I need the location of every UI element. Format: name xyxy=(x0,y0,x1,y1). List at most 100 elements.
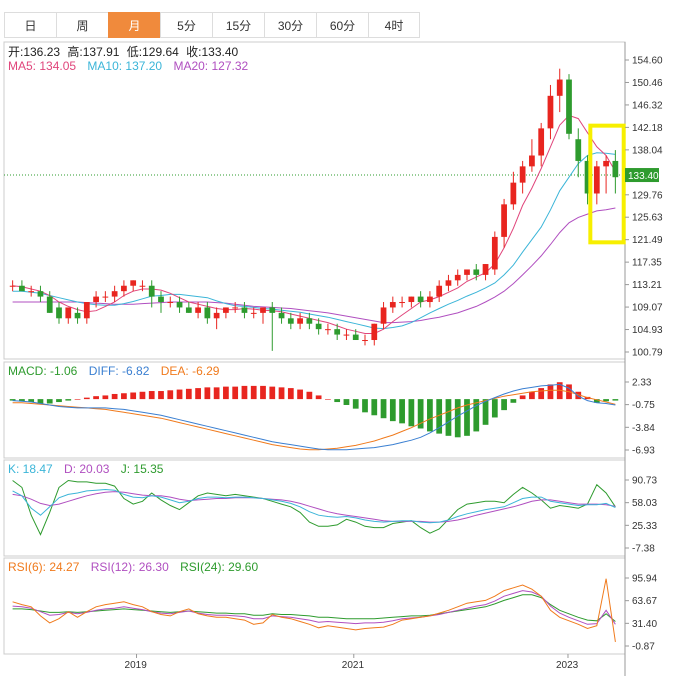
macd-panel xyxy=(9,382,619,451)
macd-bar xyxy=(37,399,44,404)
candle-body xyxy=(556,79,563,96)
macd-bar xyxy=(593,399,600,403)
macd-bar xyxy=(427,399,433,432)
price-y-tick-label: 154.60 xyxy=(632,56,663,67)
candle-body xyxy=(56,307,62,319)
candle-body xyxy=(473,269,480,275)
candle-body xyxy=(584,160,591,194)
macd-bar xyxy=(436,399,443,434)
legend-diff: DIFF: -6.82 xyxy=(89,364,150,378)
macd-bar xyxy=(408,399,415,427)
period-tabs: 日 周 月 5分 15分 30分 60分 4时 xyxy=(4,12,420,38)
candle-body xyxy=(612,160,619,178)
candle-body xyxy=(603,160,609,167)
macd-bar xyxy=(130,392,137,400)
candle-body xyxy=(213,312,220,319)
macd-bar xyxy=(501,399,507,411)
current-price-tag-text: 133.40 xyxy=(628,171,659,182)
candle-body xyxy=(436,285,443,297)
candle-body xyxy=(297,318,303,324)
candle-body xyxy=(46,296,53,313)
kdj-panel xyxy=(12,479,616,536)
kdj-y-tick-label: 25.33 xyxy=(632,521,657,532)
rsi24-line xyxy=(12,594,616,622)
candle-body xyxy=(454,274,461,281)
tab-month[interactable]: 月 xyxy=(108,12,160,38)
k-line xyxy=(12,488,616,524)
price-y-tick-label: 113.21 xyxy=(632,280,662,291)
macd-bar xyxy=(223,386,229,400)
price-y-tick-label: 125.63 xyxy=(632,213,663,224)
rsi-panel xyxy=(12,578,616,642)
candle-body xyxy=(28,291,35,293)
candle-body xyxy=(566,79,572,134)
highlight-box xyxy=(588,123,626,245)
candle-body xyxy=(223,307,229,313)
candle-body xyxy=(287,318,294,324)
macd-bar xyxy=(389,399,396,422)
macd-bar xyxy=(491,399,498,418)
legend-ma10: MA10: 137.20 xyxy=(87,59,162,73)
rsi12-line xyxy=(12,590,616,625)
macd-bar xyxy=(473,399,480,432)
candle-body xyxy=(260,307,266,313)
candle-body xyxy=(130,280,137,286)
tab-30min[interactable]: 30分 xyxy=(264,12,316,38)
tab-day[interactable]: 日 xyxy=(4,12,56,38)
macd-y-tick-label: -0.75 xyxy=(632,400,655,411)
current-price-tag-bg xyxy=(625,168,659,183)
macd-bar xyxy=(28,399,35,403)
legend-close: 收:133.40 xyxy=(186,45,238,59)
candle-body xyxy=(352,334,359,341)
candle-body xyxy=(408,296,415,303)
macd-bar xyxy=(93,396,99,400)
macd-bar xyxy=(74,399,81,400)
candle-body xyxy=(380,307,387,324)
candle-body xyxy=(593,166,600,194)
candle-body xyxy=(334,329,341,335)
kdj-y-tick-label: 90.73 xyxy=(632,476,657,487)
macd-y-tick-label: -3.84 xyxy=(632,423,655,434)
macd-bar xyxy=(482,399,489,425)
macd-bar xyxy=(241,385,248,400)
candle-body xyxy=(547,95,554,129)
tab-week[interactable]: 周 xyxy=(56,12,108,38)
tab-5min[interactable]: 5分 xyxy=(160,12,212,38)
candle-body xyxy=(158,296,164,303)
candle-body xyxy=(93,296,99,303)
candle-body xyxy=(19,285,25,292)
legend-rsi-row: RSI(6): 24.27 RSI(12): 26.30 RSI(24): 29… xyxy=(8,560,258,574)
price-y-tick-label: 100.79 xyxy=(632,348,663,359)
rsi-y-tick-label: -0.87 xyxy=(632,642,655,653)
candle-body xyxy=(83,302,90,319)
legend-d: D: 20.03 xyxy=(64,462,110,476)
macd-bar xyxy=(315,395,322,400)
candle-body xyxy=(325,329,331,331)
tab-15min[interactable]: 15分 xyxy=(212,12,264,38)
macd-bar xyxy=(603,399,609,402)
macd-bar xyxy=(287,388,294,400)
macd-bar xyxy=(19,399,25,402)
macd-y-tick-label: -6.93 xyxy=(632,446,655,457)
rsi6-line xyxy=(12,578,616,642)
ma5-line xyxy=(12,114,616,334)
macd-bar xyxy=(454,399,461,438)
current-price-tag: 133.40 xyxy=(625,168,659,183)
macd-bar xyxy=(325,399,331,400)
x-tick-label: 2021 xyxy=(342,660,365,671)
ma10-line xyxy=(12,152,616,330)
candle-body xyxy=(399,302,405,304)
macd-bar xyxy=(102,395,109,400)
axes: 154.60 150.46 146.32 142.18 138.04 129.76 125.… xyxy=(125,56,664,672)
tab-4hour[interactable]: 4时 xyxy=(368,12,420,38)
candle-body xyxy=(538,128,545,156)
macd-bar xyxy=(343,399,350,405)
candle-body xyxy=(491,236,498,270)
price-y-tick-label: 109.07 xyxy=(632,303,663,314)
tab-60min[interactable]: 60分 xyxy=(316,12,368,38)
candle-body xyxy=(204,307,211,319)
price-y-tick-label: 138.04 xyxy=(632,145,663,156)
macd-bar xyxy=(9,399,16,401)
